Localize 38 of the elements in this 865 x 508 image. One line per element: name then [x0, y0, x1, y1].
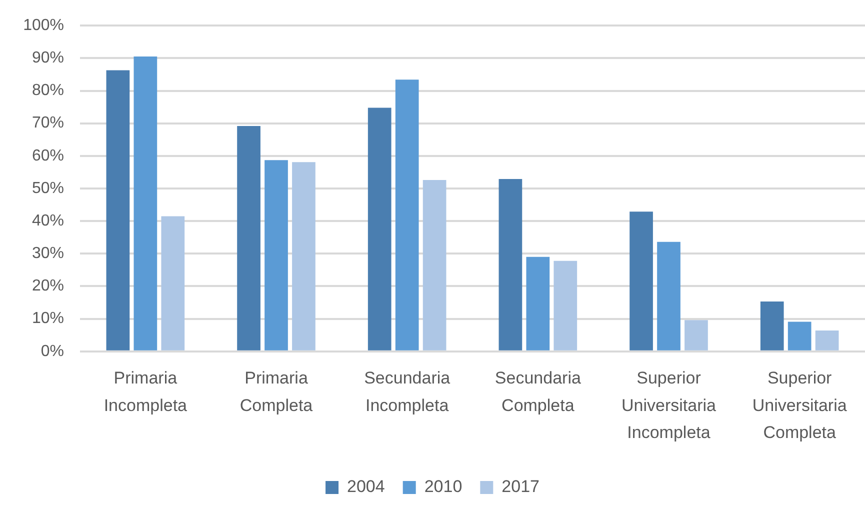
bar	[788, 322, 812, 350]
bar	[684, 320, 708, 350]
bar	[657, 242, 680, 350]
bar	[237, 126, 260, 350]
y-tick-label: 40%	[32, 212, 64, 230]
y-tick-label: 80%	[32, 82, 64, 100]
y-tick-label: 60%	[32, 147, 64, 164]
y-tick-label: 50%	[32, 180, 64, 197]
bar	[630, 212, 653, 350]
legend-label: 2004	[347, 477, 385, 496]
bar	[292, 162, 316, 350]
y-tick-label: 90%	[32, 50, 64, 67]
bar	[106, 70, 130, 350]
bar	[760, 302, 784, 350]
y-tick-label: 100%	[23, 17, 64, 34]
bar	[526, 256, 550, 350]
bar	[368, 108, 392, 350]
bar	[264, 160, 288, 350]
bar	[498, 179, 522, 350]
x-tick-label: Secundaria Incompleta	[364, 368, 451, 415]
y-tick-label: 10%	[32, 310, 64, 328]
bar	[815, 330, 839, 350]
x-tick-label: Secundaria Completa	[494, 368, 582, 415]
y-tick-label: 0%	[40, 342, 64, 360]
bar	[422, 180, 446, 350]
bar	[161, 216, 185, 350]
bar	[554, 260, 578, 350]
x-tick-label: Superior Universitaria Incompleta	[622, 368, 717, 442]
bar	[395, 80, 419, 350]
bar	[134, 56, 158, 350]
y-tick-label: 70%	[32, 114, 64, 132]
legend-label: 2010	[424, 477, 462, 496]
x-tick-label: Superior Universitaria Completa	[752, 368, 848, 442]
legend-label: 2017	[502, 477, 540, 496]
y-tick-label: 30%	[32, 245, 64, 262]
x-tick-label: Primaria Incompleta	[104, 368, 188, 415]
y-tick-label: 20%	[32, 278, 64, 295]
x-tick-label: Primaria Completa	[240, 368, 314, 415]
